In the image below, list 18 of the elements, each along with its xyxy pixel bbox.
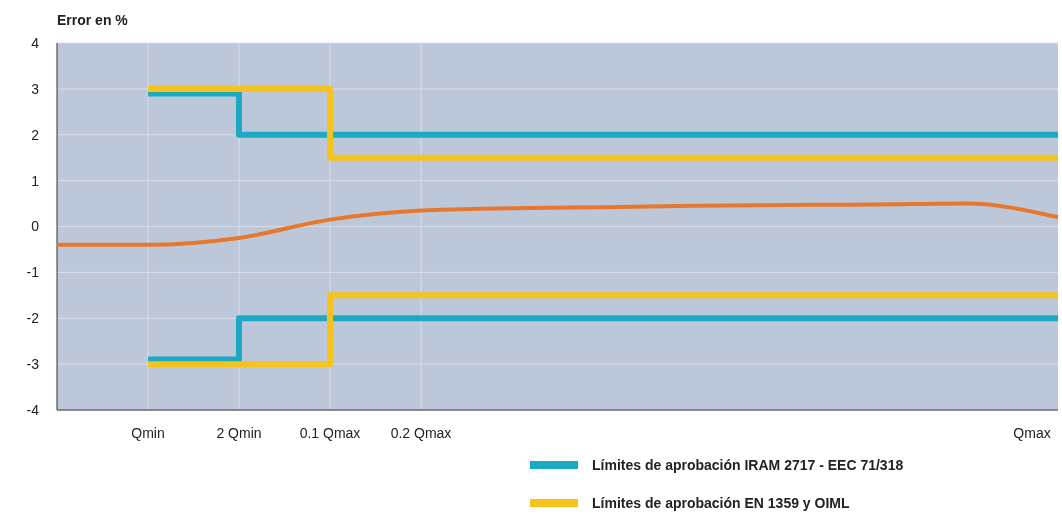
y-axis-title: Error en % — [57, 12, 129, 28]
legend-label: Límites de aprobación EN 1359 y OIML — [592, 494, 850, 511]
x-tick-label: 2 Qmin — [216, 425, 262, 441]
y-tick-label: 1 — [31, 172, 40, 189]
y-tick-label: -1 — [26, 264, 40, 281]
y-tick-label: -3 — [26, 356, 40, 373]
x-tick-label: Qmin — [131, 425, 165, 441]
y-tick-label: 3 — [31, 80, 40, 97]
line-series — [55, 201, 1060, 247]
y-tick-label: -2 — [26, 310, 40, 327]
y-tick-label: 0 — [31, 218, 40, 235]
x-tick-label: Qmax — [1013, 425, 1051, 441]
x-tick-label: 0.2 Qmax — [390, 425, 452, 441]
y-tick-label: 2 — [31, 126, 40, 143]
legend-label: Límites de aprobación IRAM 2717 - EEC 71/318 — [592, 456, 904, 473]
y-tick-label: -4 — [26, 401, 40, 418]
x-tick-label: 0.1 Qmax — [299, 425, 361, 441]
y-tick-label: 4 — [31, 34, 40, 51]
